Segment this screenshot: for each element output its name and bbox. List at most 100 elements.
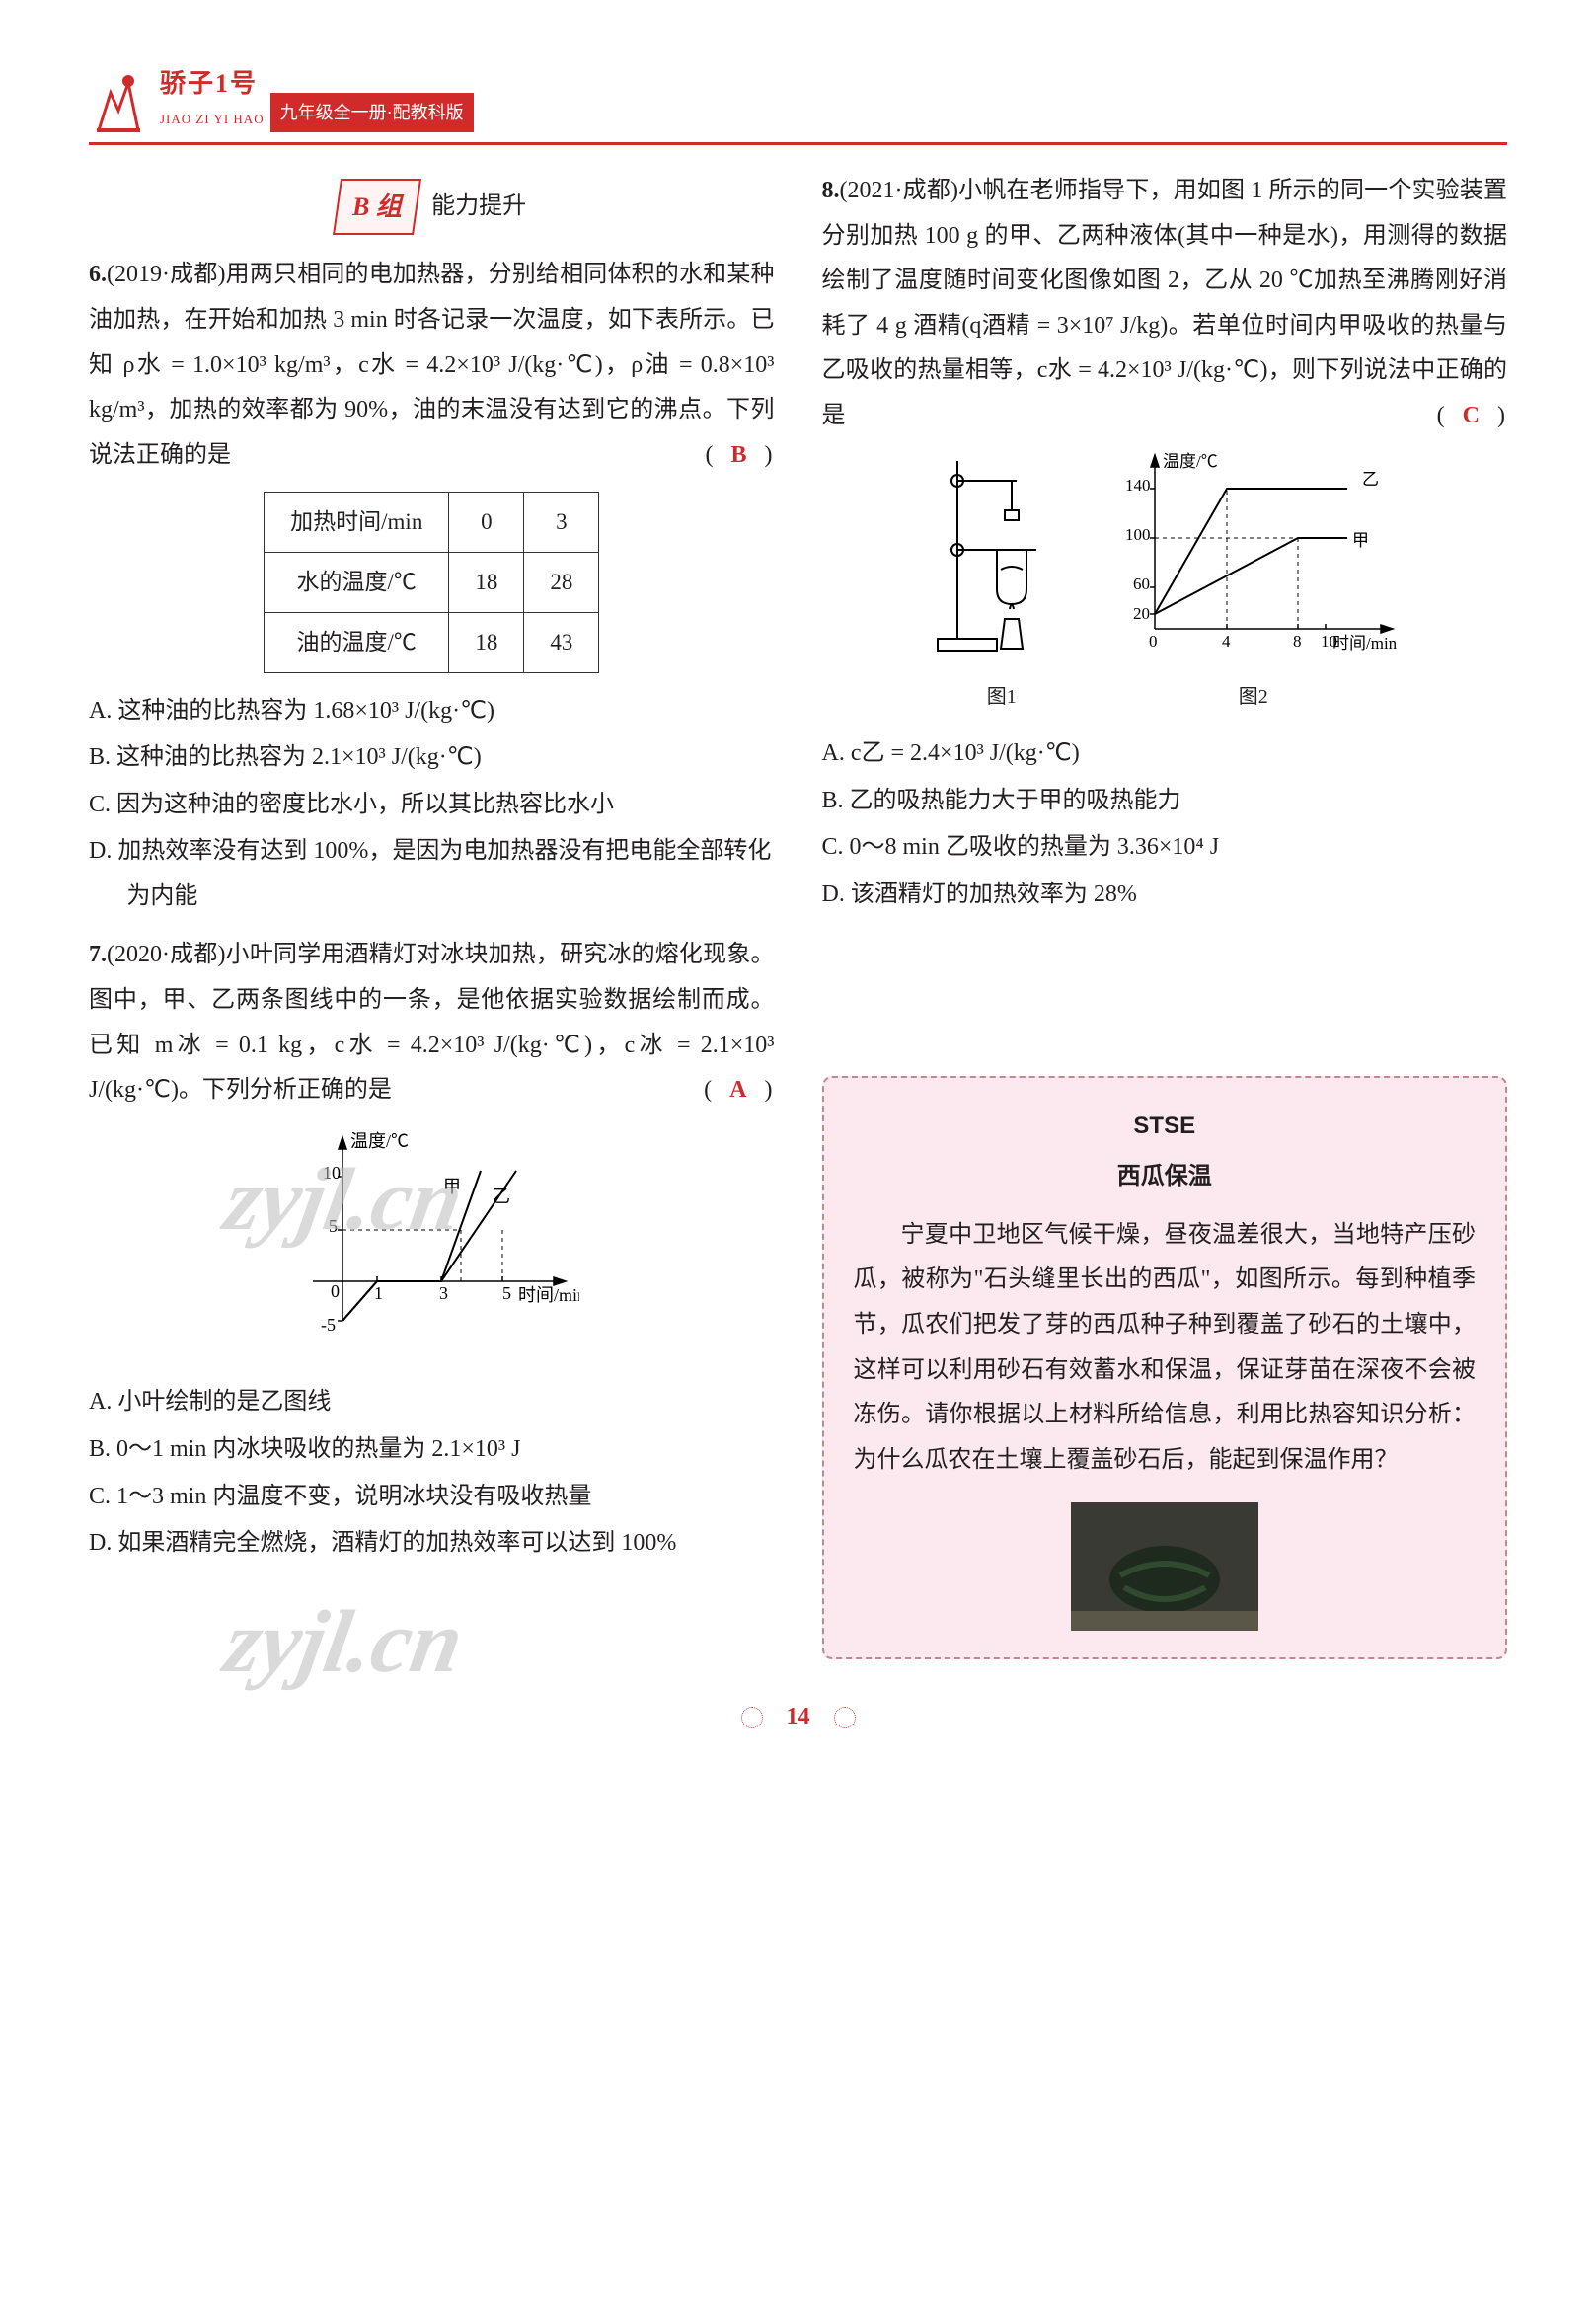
- q8-fig2: 温度/℃ 时间/min 140 100 60 20 0 4 8 10 乙: [1105, 451, 1402, 717]
- opt-text: 乙的吸热能力大于甲的吸热能力: [850, 788, 1181, 813]
- svg-text:10: 10: [323, 1163, 341, 1183]
- q8-options: A. c乙 = 2.4×10³ J/(kg·℃) B. 乙的吸热能力大于甲的吸热…: [822, 731, 1508, 917]
- brand-block: 骄子1号 JIAO ZI YI HAO: [160, 59, 265, 132]
- q8-answer: C: [1455, 403, 1489, 428]
- q6-answer-paren: ( B ): [705, 433, 774, 479]
- svg-text:时间/min: 时间/min: [518, 1285, 579, 1305]
- apparatus-icon: [928, 451, 1076, 658]
- svg-text:8: 8: [1293, 632, 1302, 651]
- td: 28: [524, 553, 599, 613]
- svg-text:5: 5: [502, 1283, 511, 1303]
- brand-name: 骄子1号: [160, 59, 265, 108]
- q7-stem: 7.(2020·成都)小叶同学用酒精灯对冰块加热，研究冰的熔化现象。图中，甲、乙…: [89, 933, 775, 1112]
- svg-text:0: 0: [1149, 632, 1158, 651]
- svg-text:-5: -5: [321, 1315, 336, 1335]
- q7-opt-a: A. 小叶绘制的是乙图线: [89, 1380, 775, 1425]
- svg-text:时间/min: 时间/min: [1332, 634, 1398, 652]
- brand-logo-icon: [89, 63, 148, 132]
- q7-opt-c: C. 1～3 min 内温度不变，说明冰块没有吸收热量: [89, 1475, 775, 1520]
- q7-answer-paren: ( A ): [704, 1068, 774, 1113]
- svg-text:温度/℃: 温度/℃: [1163, 452, 1218, 471]
- td: 油的温度/℃: [265, 612, 449, 672]
- q8-number: 8.: [822, 178, 840, 203]
- table-row: 水的温度/℃ 18 28: [265, 553, 599, 613]
- question-8: 8.(2021·成都)小帆在老师指导下，用如图 1 所示的同一个实验装置分别加热…: [822, 169, 1508, 918]
- q6-source: (2019·成都): [107, 262, 226, 287]
- svg-text:60: 60: [1133, 575, 1150, 593]
- question-7: 7.(2020·成都)小叶同学用酒精灯对冰块加热，研究冰的熔化现象。图中，甲、乙…: [89, 933, 775, 1566]
- opt-text: 因为这种油的密度比水小，所以其比热容比水小: [116, 792, 614, 817]
- q8-fig1: 图1: [928, 451, 1076, 717]
- q8-answer-paren: ( C ): [1437, 394, 1507, 439]
- opt-text: 该酒精灯的加热效率为 28%: [851, 882, 1137, 907]
- brand-pinyin: JIAO ZI YI HAO: [160, 108, 265, 132]
- q6-answer: B: [722, 442, 756, 468]
- q6-opt-b: B. 这种油的比热容为 2.1×10³ J/(kg·℃): [89, 735, 775, 781]
- stse-image: [854, 1502, 1477, 1648]
- stse-title: STSE: [854, 1104, 1477, 1149]
- q6-stem: 6.(2019·成都)用两只相同的电加热器，分别给相同体积的水和某种油加热，在开…: [89, 253, 775, 478]
- page: 骄子1号 JIAO ZI YI HAO 九年级全一册·配教科版 B 组 能力提升…: [0, 0, 1596, 1786]
- th: 加热时间/min: [265, 493, 449, 553]
- td: 18: [449, 553, 524, 613]
- td: 43: [524, 612, 599, 672]
- fig2-caption: 图2: [1105, 678, 1402, 716]
- table-row: 油的温度/℃ 18 43: [265, 612, 599, 672]
- q8-opt-c: C. 0～8 min 乙吸收的热量为 3.36×10⁴ J: [822, 825, 1508, 871]
- svg-text:4: 4: [1222, 632, 1231, 651]
- svg-text:3: 3: [439, 1283, 448, 1303]
- left-column: B 组 能力提升 6.(2019·成都)用两只相同的电加热器，分别给相同体积的水…: [89, 169, 775, 1659]
- q8-stem: 8.(2021·成都)小帆在老师指导下，用如图 1 所示的同一个实验装置分别加热…: [822, 169, 1508, 439]
- fig1-caption: 图1: [928, 678, 1076, 716]
- q8-opt-d: D. 该酒精灯的加热效率为 28%: [822, 873, 1508, 918]
- svg-text:甲: 甲: [443, 1177, 461, 1196]
- svg-text:5: 5: [329, 1216, 338, 1236]
- th: 3: [524, 493, 599, 553]
- badge-text: B 组: [352, 183, 402, 231]
- q7-chart: 温度/℃ 时间/min 10 5 0 -5 1 3 5 甲 乙: [89, 1123, 775, 1367]
- section-b-badge: B 组 能力提升: [89, 179, 775, 235]
- q7-opt-d: D. 如果酒精完全燃烧，酒精灯的加热效率可以达到 100%: [89, 1521, 775, 1567]
- opt-text: 如果酒精完全燃烧，酒精灯的加热效率可以达到 100%: [117, 1530, 676, 1556]
- opt-text: 小叶绘制的是乙图线: [117, 1389, 331, 1415]
- opt-text: 1～3 min 内温度不变，说明冰块没有吸收热量: [116, 1484, 591, 1509]
- q6-opt-d: D. 加热效率没有达到 100%，是因为电加热器没有把电能全部转化为内能: [89, 829, 775, 919]
- page-number-wrap: 14: [89, 1689, 1507, 1746]
- svg-text:0: 0: [331, 1281, 340, 1301]
- question-6: 6.(2019·成都)用两只相同的电加热器，分别给相同体积的水和某种油加热，在开…: [89, 253, 775, 919]
- q6-number: 6.: [89, 262, 107, 287]
- q7-chart-svg: 温度/℃ 时间/min 10 5 0 -5 1 3 5 甲 乙: [283, 1123, 579, 1350]
- stse-subtitle: 西瓜保温: [854, 1154, 1477, 1199]
- q8-opt-b: B. 乙的吸热能力大于甲的吸热能力: [822, 779, 1508, 824]
- opt-text: c乙 = 2.4×10³ J/(kg·℃): [851, 740, 1080, 766]
- header-rule: [89, 142, 1507, 145]
- svg-text:乙: 乙: [1362, 470, 1379, 489]
- svg-text:甲: 甲: [1352, 531, 1369, 550]
- badge-label: 能力提升: [431, 185, 526, 230]
- opt-text: 0～1 min 内冰块吸收的热量为 2.1×10³ J: [116, 1436, 520, 1462]
- svg-text:140: 140: [1125, 476, 1151, 495]
- q6-opt-a: A. 这种油的比热容为 1.68×10³ J/(kg·℃): [89, 689, 775, 734]
- two-column-layout: B 组 能力提升 6.(2019·成都)用两只相同的电加热器，分别给相同体积的水…: [89, 169, 1507, 1659]
- q6-options: A. 这种油的比热容为 1.68×10³ J/(kg·℃) B. 这种油的比热容…: [89, 689, 775, 920]
- svg-text:1: 1: [374, 1283, 383, 1303]
- q7-options: A. 小叶绘制的是乙图线 B. 0～1 min 内冰块吸收的热量为 2.1×10…: [89, 1380, 775, 1566]
- svg-text:温度/℃: 温度/℃: [350, 1131, 409, 1151]
- q8-source: (2021·成都): [840, 178, 958, 203]
- q7-answer: A: [722, 1077, 756, 1103]
- th: 0: [449, 493, 524, 553]
- stse-body: 宁夏中卫地区气候干燥，昼夜温差很大，当地特产压砂瓜，被称为"石头缝里长出的西瓜"…: [854, 1213, 1477, 1484]
- opt-text: 这种油的比热容为 2.1×10³ J/(kg·℃): [116, 744, 482, 770]
- grade-tag: 九年级全一册·配教科版: [270, 93, 474, 132]
- opt-text: 0～8 min 乙吸收的热量为 3.36×10⁴ J: [850, 834, 1220, 860]
- opt-text: 这种油的比热容为 1.68×10³ J/(kg·℃): [117, 698, 494, 724]
- q8-figures: 图1 温度/℃ 时间/min: [822, 451, 1508, 717]
- q8-opt-a: A. c乙 = 2.4×10³ J/(kg·℃): [822, 731, 1508, 777]
- right-column: 8.(2021·成都)小帆在老师指导下，用如图 1 所示的同一个实验装置分别加热…: [822, 169, 1508, 1659]
- svg-text:20: 20: [1133, 604, 1150, 623]
- badge-box: B 组: [333, 179, 421, 235]
- svg-text:10: 10: [1321, 632, 1337, 651]
- q7-source: (2020·成都): [107, 942, 226, 967]
- watermelon-photo-icon: [1071, 1502, 1258, 1631]
- q7-number: 7.: [89, 942, 107, 967]
